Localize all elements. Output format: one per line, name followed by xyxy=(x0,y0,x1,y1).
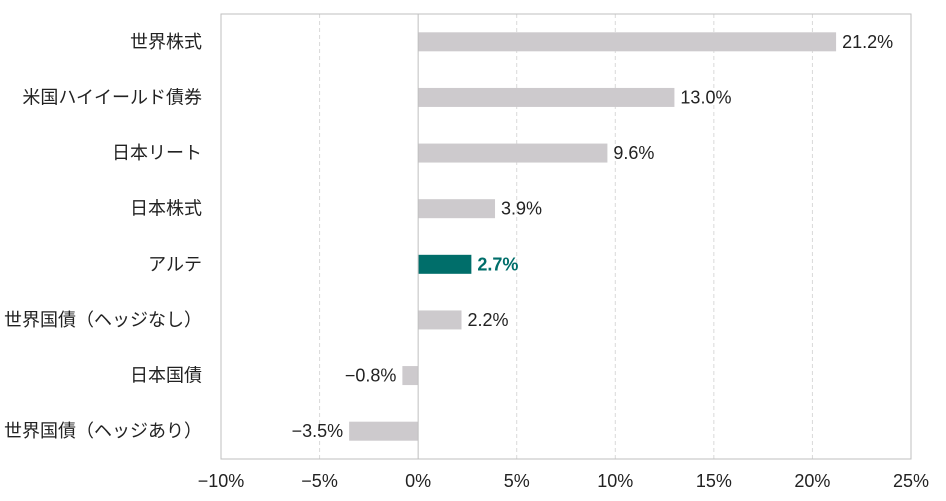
bar xyxy=(418,143,608,163)
value-label: 9.6% xyxy=(613,143,654,163)
x-tick-label: 10% xyxy=(597,471,633,491)
category-label: 世界国債（ヘッジなし） xyxy=(4,310,202,330)
x-tick-label: 0% xyxy=(405,471,431,491)
value-label: 13.0% xyxy=(680,87,731,107)
category-label: 日本株式 xyxy=(130,199,202,219)
category-label: アルテ xyxy=(148,254,202,274)
value-label: 3.9% xyxy=(501,199,542,219)
category-label: 世界国債（ヘッジあり） xyxy=(4,421,202,441)
value-label: −0.8% xyxy=(345,366,397,386)
bar xyxy=(418,254,472,274)
value-label: 2.7% xyxy=(477,254,518,274)
plot-area-frame xyxy=(220,13,912,460)
value-label: 21.2% xyxy=(842,32,893,52)
x-tick-label: 5% xyxy=(504,471,530,491)
category-label: 日本リート xyxy=(112,143,202,163)
bars xyxy=(349,32,837,441)
x-tick-label: −5% xyxy=(301,471,338,491)
x-tick-label: 20% xyxy=(794,471,830,491)
category-label: 世界株式 xyxy=(130,32,202,52)
bar xyxy=(418,32,837,52)
x-tick-label: 25% xyxy=(893,471,929,491)
category-label: 日本国債 xyxy=(130,366,202,386)
bar xyxy=(418,199,496,219)
bar xyxy=(418,310,462,330)
category-label: 米国ハイイールド債券 xyxy=(22,87,202,107)
bar xyxy=(349,421,419,441)
x-tick-label: 15% xyxy=(696,471,732,491)
bar xyxy=(418,87,675,107)
bar xyxy=(402,366,419,386)
grid-lines xyxy=(319,14,813,459)
value-labels: 21.2% 13.0% 9.6% 3.9% 2.7% 2.2% −0.8% −3.5% xyxy=(292,32,894,441)
value-label: −3.5% xyxy=(292,421,344,441)
value-label: 2.2% xyxy=(468,310,509,330)
x-axis-tick-labels: −10% −5% 0% 5% 10% 15% 20% 25% xyxy=(198,471,929,491)
x-tick-label: −10% xyxy=(198,471,245,491)
